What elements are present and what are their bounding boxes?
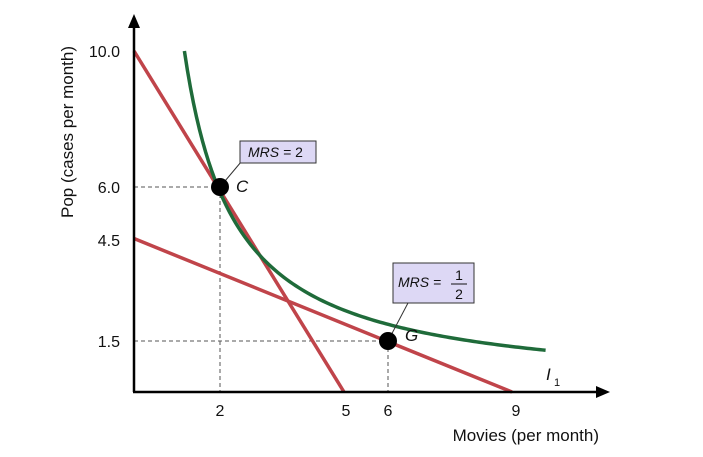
x-tick-label: 9	[512, 403, 521, 420]
mrs-denominator-g: 2	[455, 286, 463, 302]
y-axis-title: Pop (cases per month)	[58, 46, 77, 218]
mrs-prefix-c: MRS =	[248, 144, 295, 160]
mrs-box-c	[239, 140, 317, 164]
x-tick-label: 6	[384, 403, 393, 420]
point-c-marker	[211, 178, 229, 196]
x-axis-title: Movies (per month)	[453, 426, 599, 445]
mrs-numerator-g: 1	[455, 267, 463, 283]
mrs-prefix-g: MRS =	[398, 274, 441, 290]
y-tick-label: 6.0	[98, 180, 120, 197]
curve-label: I	[546, 365, 551, 384]
curve-label-subscript: 1	[554, 377, 560, 389]
point-g-label: G	[405, 326, 418, 345]
x-tick-label: 2	[216, 403, 225, 420]
y-tick-label: 1.5	[98, 334, 120, 351]
point-g-marker	[379, 332, 397, 350]
mrs-value-c: 2	[295, 144, 303, 160]
budget-line-flat	[133, 236, 513, 394]
y-axis-arrow-icon	[128, 14, 140, 28]
budget-line-steep	[132, 50, 346, 393]
y-tick-label: 10.0	[89, 44, 120, 61]
y-tick-label: 4.5	[98, 233, 120, 250]
mrs-box-g	[392, 262, 475, 304]
point-c-label: C	[236, 177, 249, 196]
x-axis-arrow-icon	[596, 386, 610, 398]
mrs-box-c-text: MRS = 2	[248, 144, 303, 160]
x-tick-label: 5	[342, 403, 351, 420]
indifference-curve-i1	[182, 50, 546, 352]
